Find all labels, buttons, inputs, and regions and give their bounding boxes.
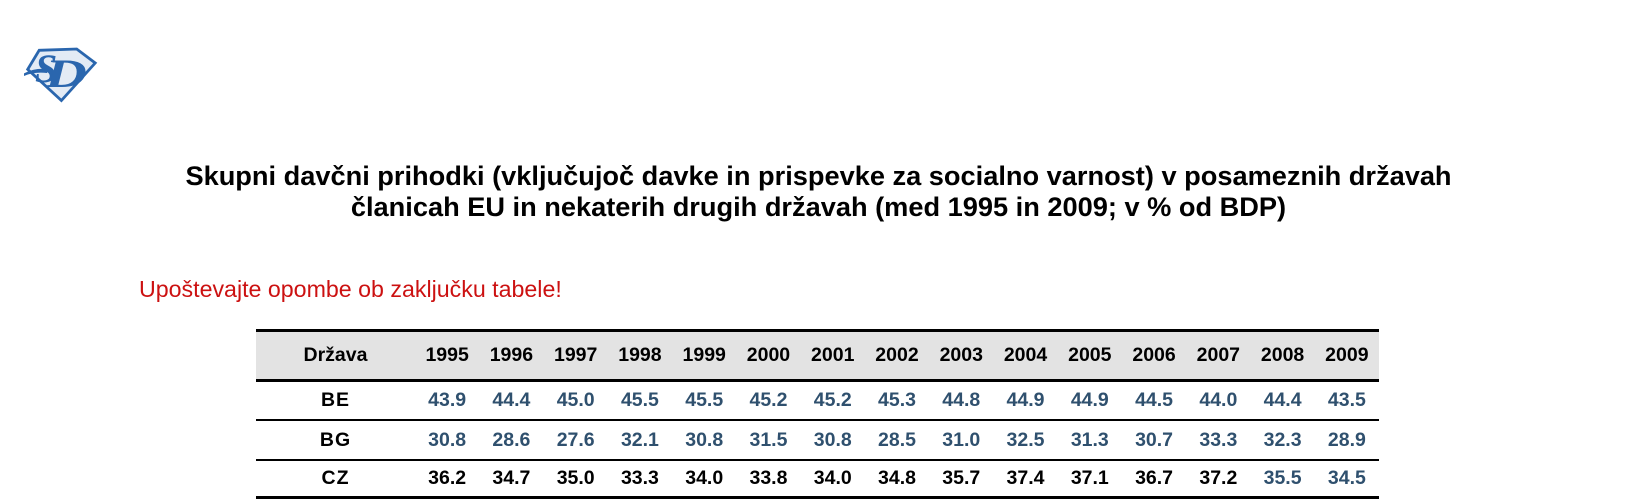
svg-text:S: S: [35, 46, 57, 91]
svg-text:D: D: [44, 52, 87, 96]
